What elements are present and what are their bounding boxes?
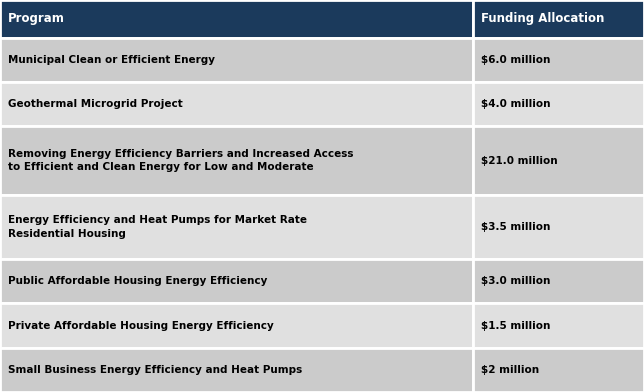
- Bar: [0, 0, 473, 38]
- Text: Municipal Clean or Efficient Energy: Municipal Clean or Efficient Energy: [8, 55, 214, 65]
- Bar: [473, 303, 644, 348]
- Bar: [473, 38, 644, 82]
- Bar: [473, 126, 644, 195]
- Bar: [0, 126, 473, 195]
- Bar: [473, 348, 644, 392]
- Bar: [473, 0, 644, 38]
- Text: Public Affordable Housing Energy Efficiency: Public Affordable Housing Energy Efficie…: [8, 276, 267, 286]
- Bar: [0, 259, 473, 303]
- Text: $21.0 million: $21.0 million: [481, 156, 558, 165]
- Text: Energy Efficiency and Heat Pumps for Market Rate
Residential Housing: Energy Efficiency and Heat Pumps for Mar…: [8, 216, 307, 239]
- Text: Program: Program: [8, 12, 64, 25]
- Text: $3.5 million: $3.5 million: [481, 222, 551, 232]
- Bar: [473, 259, 644, 303]
- Text: Private Affordable Housing Energy Efficiency: Private Affordable Housing Energy Effici…: [8, 321, 274, 330]
- Bar: [473, 195, 644, 259]
- Text: $4.0 million: $4.0 million: [481, 99, 551, 109]
- Bar: [0, 303, 473, 348]
- Text: Removing Energy Efficiency Barriers and Increased Access
to Efficient and Clean : Removing Energy Efficiency Barriers and …: [8, 149, 353, 172]
- Text: Funding Allocation: Funding Allocation: [481, 12, 605, 25]
- Bar: [473, 82, 644, 126]
- Text: $1.5 million: $1.5 million: [481, 321, 551, 330]
- Bar: [0, 38, 473, 82]
- Text: $6.0 million: $6.0 million: [481, 55, 551, 65]
- Text: Small Business Energy Efficiency and Heat Pumps: Small Business Energy Efficiency and Hea…: [8, 365, 302, 375]
- Bar: [0, 82, 473, 126]
- Text: Geothermal Microgrid Project: Geothermal Microgrid Project: [8, 99, 182, 109]
- Text: $3.0 million: $3.0 million: [481, 276, 551, 286]
- Bar: [0, 195, 473, 259]
- Bar: [0, 348, 473, 392]
- Text: $2 million: $2 million: [481, 365, 539, 375]
